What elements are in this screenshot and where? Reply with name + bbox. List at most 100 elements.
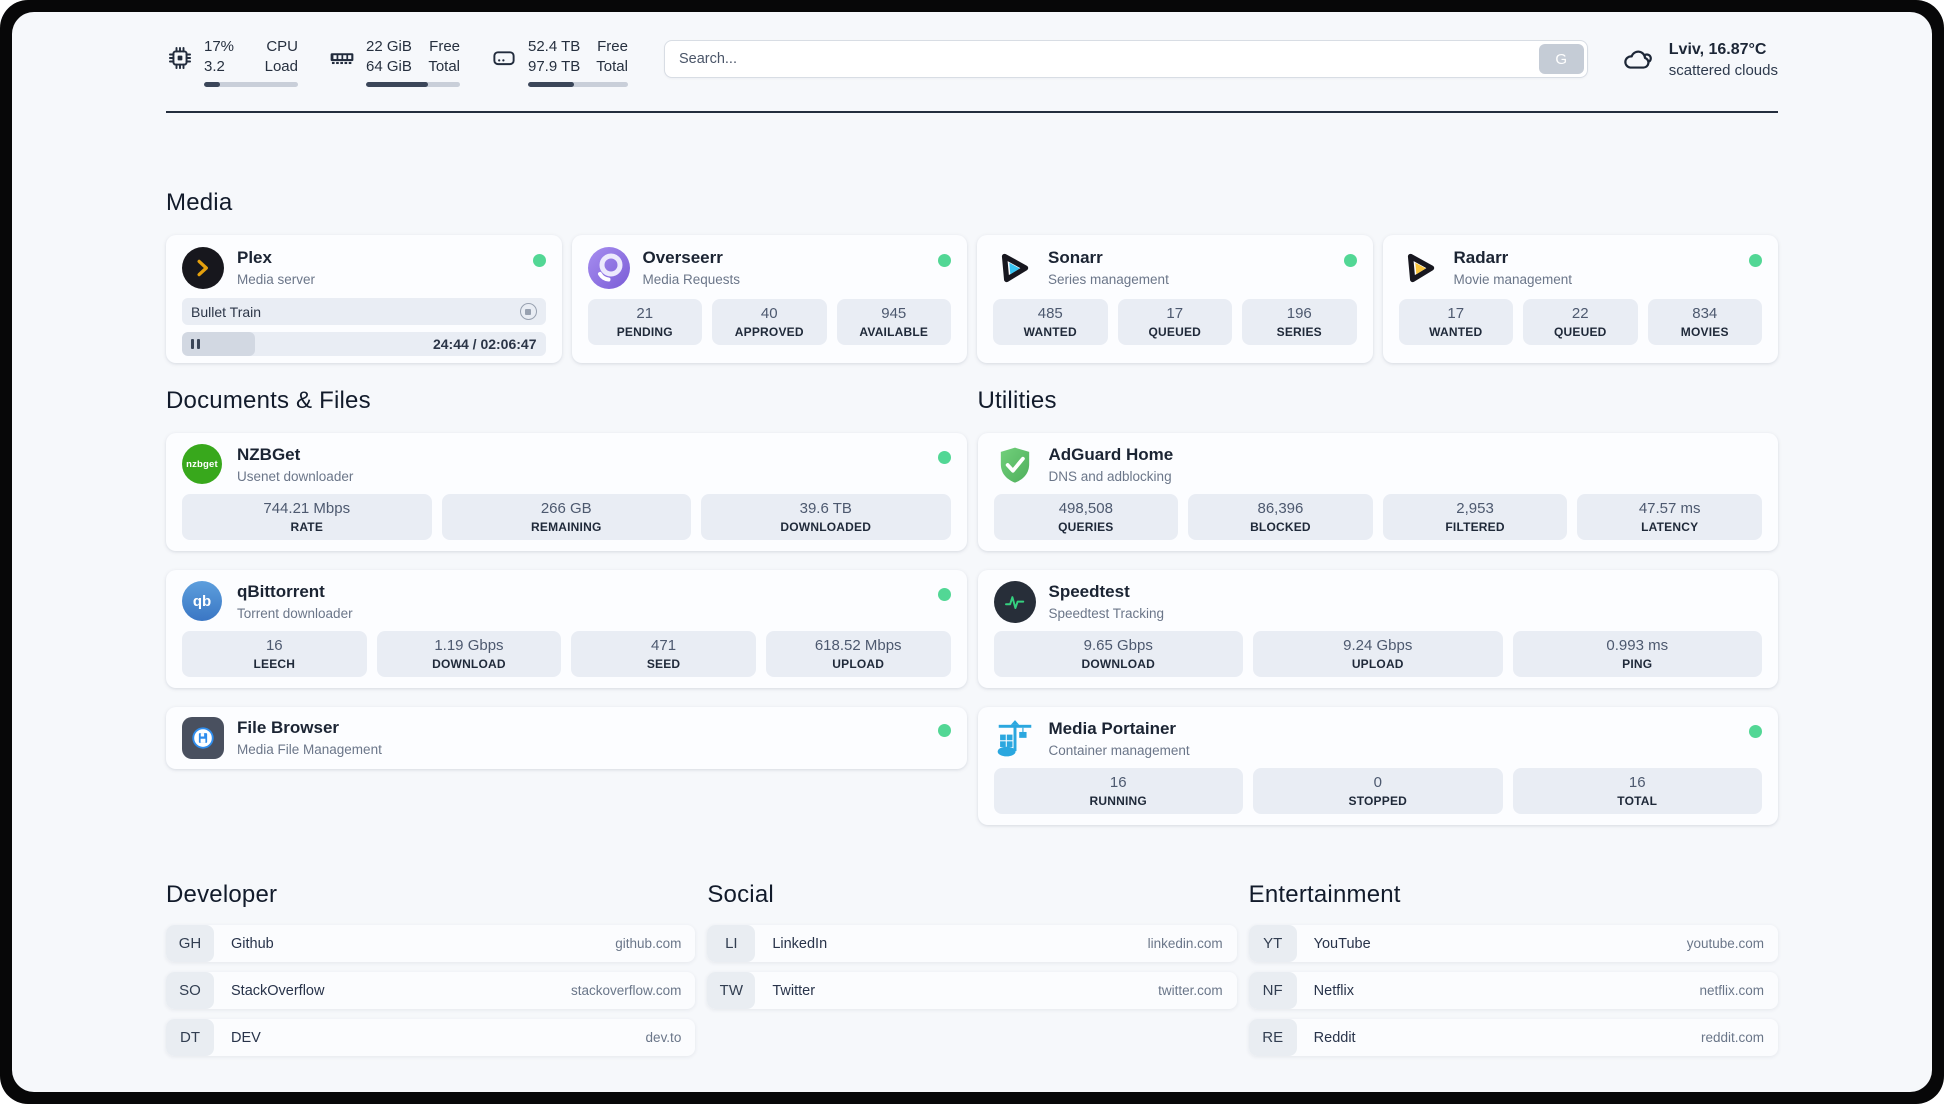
service-card-speedtest[interactable]: Speedtest Speedtest Tracking 9.65 Gbps D… <box>977 570 1778 688</box>
stat-value: 485 <box>1037 305 1063 322</box>
stop-button[interactable] <box>519 303 537 320</box>
stat-label: STOPPED <box>1348 794 1408 808</box>
stat-label: RATE <box>290 520 324 534</box>
service-card-adguard[interactable]: AdGuard Home DNS and adblocking 498,508 … <box>977 433 1778 551</box>
stat-value: 266 GB <box>540 500 592 517</box>
bookmark-github[interactable]: GH Github github.com <box>166 925 696 962</box>
stat-box: 1.19 Gbps DOWNLOAD <box>376 631 562 677</box>
bookmark-badge: SO <box>166 972 214 1009</box>
stat-value: 2,953 <box>1456 500 1494 517</box>
stat-box: 86,396 BLOCKED <box>1188 494 1373 540</box>
stat-label: QUEUED <box>1553 325 1607 339</box>
ram-icon <box>328 44 356 72</box>
stat-box: 16 LEECH <box>182 631 367 677</box>
dashboard: 17% 3.2 CPU Load 22 GiB 64 GiB Free Total 52… <box>12 12 1932 1092</box>
media-section: Plex Media server Bullet Train 24:44 / 0… <box>166 235 1778 363</box>
stat-value: 16 <box>1109 774 1127 791</box>
stat-label: WANTED <box>1429 325 1483 339</box>
status-dot <box>937 588 951 601</box>
service-card-radarr[interactable]: Radarr Movie management 17 WANTED 22 QUE… <box>1382 235 1778 363</box>
stat-box: 22 QUEUED <box>1523 299 1638 345</box>
stat-value: 47.57 ms <box>1638 500 1701 517</box>
bookmark-url: dev.to <box>645 1030 682 1045</box>
stat-box: 47.57 ms LATENCY <box>1577 494 1762 540</box>
stat-box: 196 SERIES <box>1242 299 1357 345</box>
bookmark-badge: NF <box>1248 972 1297 1009</box>
service-description: Usenet downloader <box>237 469 354 484</box>
bookmark-twitter[interactable]: TW Twitter twitter.com <box>707 972 1237 1009</box>
overseerr-icon <box>587 247 630 289</box>
stat-label: PING <box>1622 657 1653 671</box>
search-input[interactable] <box>663 40 1588 78</box>
stat-box: 2,953 FILTERED <box>1382 494 1568 540</box>
bookmark-name: Github <box>231 935 274 952</box>
bookmark-url: twitter.com <box>1158 983 1223 998</box>
stat-value: 945 <box>881 305 907 322</box>
service-card-qbittorrent[interactable]: qb qBittorrent Torrent downloader 16 LEE… <box>166 570 967 688</box>
stat-value: 86,396 <box>1257 500 1304 517</box>
stat-value: 16 <box>265 637 283 654</box>
stat-label: SERIES <box>1276 325 1322 339</box>
stat-box: 9.24 Gbps UPLOAD <box>1253 631 1503 677</box>
sonarr-icon <box>993 247 1035 289</box>
bookmark-url: github.com <box>615 936 682 951</box>
stat-value: 9.65 Gbps <box>1083 637 1153 654</box>
service-card-plex[interactable]: Plex Media server Bullet Train 24:44 / 0… <box>166 235 562 363</box>
cpu-icon <box>166 44 194 72</box>
metric-progress-bar <box>366 82 460 87</box>
bookmark-badge: YT <box>1248 925 1297 962</box>
stat-label: UPLOAD <box>1351 657 1404 671</box>
service-name: Sonarr <box>1048 248 1103 267</box>
stat-label: FILTERED <box>1445 520 1505 534</box>
search-bar: G <box>663 40 1588 78</box>
bookmark-dev[interactable]: DT DEV dev.to <box>166 1019 696 1056</box>
bookmark-linkedin[interactable]: LI LinkedIn linkedin.com <box>707 925 1237 962</box>
bookmark-youtube[interactable]: YT YouTube youtube.com <box>1248 925 1778 962</box>
speedtest-icon <box>993 581 1036 623</box>
metric-labels: CPU Load <box>264 38 298 75</box>
section-title-social: Social <box>707 881 774 908</box>
stat-value: 16 <box>1628 774 1646 791</box>
service-card-overseerr[interactable]: Overseerr Media Requests 21 PENDING 40 A… <box>571 235 967 363</box>
search-provider-button[interactable]: G <box>1538 44 1584 74</box>
filebrowser-icon <box>182 717 224 759</box>
weather-widget: Lviv, 16.87°C scattered clouds <box>1620 41 1778 79</box>
bookmark-list: LI LinkedIn linkedin.com TW Twitter twit… <box>707 925 1237 1009</box>
metric-progress-bar <box>204 82 298 87</box>
stat-label: DOWNLOAD <box>1081 657 1156 671</box>
stat-box: 485 WANTED <box>993 299 1108 345</box>
stats-row: 498,508 QUERIES 86,396 BLOCKED 2,953 FIL… <box>993 494 1762 540</box>
stat-value: 0 <box>1373 774 1382 791</box>
service-card-nzbget[interactable]: nzbget NZBGet Usenet downloader 744.21 M… <box>166 433 967 551</box>
bookmark-name: Netflix <box>1313 982 1354 999</box>
service-card-portainer[interactable]: Media Portainer Container management 16 … <box>977 707 1778 825</box>
nzbget-icon: nzbget <box>182 444 224 486</box>
stat-label: TOTAL <box>1617 794 1658 808</box>
now-playing-row: Bullet Train <box>182 298 546 325</box>
stat-value: 9.24 Gbps <box>1343 637 1413 654</box>
service-card-filebrowser[interactable]: File Browser Media File Management <box>166 707 967 769</box>
stat-box: 16 RUNNING <box>993 768 1243 814</box>
playback-progress-fill <box>182 332 255 356</box>
bookmark-stackoverflow[interactable]: SO StackOverflow stackoverflow.com <box>166 972 696 1009</box>
stat-value: 0.993 ms <box>1606 637 1669 654</box>
bookmark-netflix[interactable]: NF Netflix netflix.com <box>1248 972 1778 1009</box>
section-title-utilities: Utilities <box>977 387 1057 414</box>
service-description: Torrent downloader <box>237 606 353 621</box>
stats-row: 17 WANTED 22 QUEUED 834 MOVIES <box>1398 299 1762 345</box>
stat-label: LATENCY <box>1641 520 1699 534</box>
ram-metric: 22 GiB 64 GiB Free Total <box>328 37 460 87</box>
bookmark-list: YT YouTube youtube.com NF Netflix netfli… <box>1248 925 1778 1056</box>
service-description: Media Requests <box>642 272 741 287</box>
portainer-icon <box>994 718 1036 760</box>
stat-label: DOWNLOADED <box>780 520 872 534</box>
service-name: Plex <box>237 248 272 267</box>
stat-label: WANTED <box>1023 325 1077 339</box>
section-title-media: Media <box>166 189 233 216</box>
service-card-sonarr[interactable]: Sonarr Series management 485 WANTED 17 Q… <box>977 235 1373 363</box>
stat-value: 744.21 Mbps <box>263 500 351 517</box>
bookmark-badge: RE <box>1248 1019 1297 1056</box>
stat-value: 498,508 <box>1058 500 1113 517</box>
service-name: NZBGet <box>237 445 301 464</box>
bookmark-reddit[interactable]: RE Reddit reddit.com <box>1248 1019 1778 1056</box>
